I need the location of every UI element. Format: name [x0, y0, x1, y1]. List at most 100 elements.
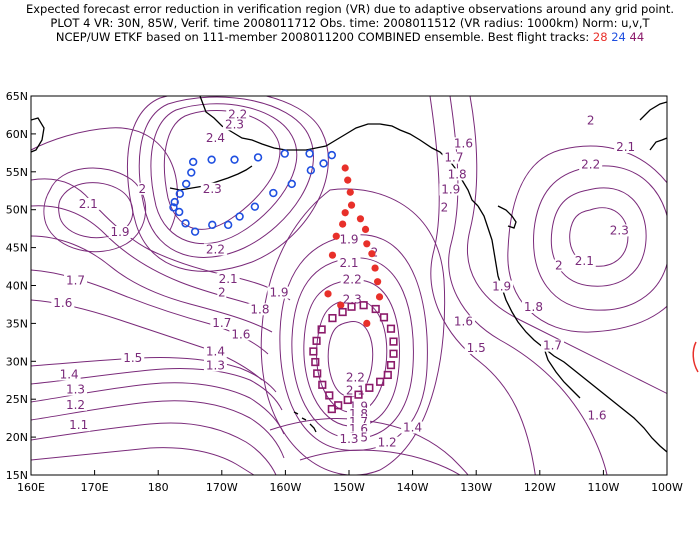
red-track-dot: [374, 278, 382, 286]
contour-label-bg: [57, 368, 81, 381]
contour-label: 1.2: [66, 398, 85, 412]
contour-label-bg: [579, 158, 603, 171]
contour-label: 1.1: [69, 418, 88, 432]
contour-label: 1.4: [403, 421, 422, 435]
contour-line: [550, 187, 647, 287]
purple-track-square: [313, 369, 322, 378]
purple-track-square: [389, 337, 398, 346]
contour-label-bg: [521, 300, 545, 313]
contour-label: 2.2: [343, 273, 362, 287]
contour-label: 1.7: [212, 316, 231, 330]
y-tick-label: 20N: [6, 431, 28, 444]
purple-track-square: [371, 304, 380, 314]
contour-label-bg: [67, 419, 91, 432]
contour-label: 1.9: [441, 183, 460, 197]
contour-labels: 2.22.32.42.121.92.32.22.12 1.91.81.71.61.…: [51, 107, 638, 450]
contour-label: 2.2: [581, 157, 600, 171]
contour-line: [31, 447, 255, 475]
red-track-dot: [361, 225, 370, 234]
contour-label-bg: [439, 201, 449, 214]
contour-label: 2.2: [228, 107, 247, 121]
red-track-dot: [328, 251, 337, 259]
contour-line: [429, 96, 536, 475]
y-tick-label: 50N: [6, 204, 28, 217]
contour-label-bg: [51, 297, 75, 310]
purple-track-square: [318, 380, 327, 389]
x-tick-label: 150W: [333, 481, 365, 494]
purple-track-square: [347, 302, 356, 311]
purple-track-square: [325, 391, 334, 400]
contour-label: 1.6: [454, 314, 473, 328]
blue-track-circle: [170, 197, 179, 207]
contour-label: 1.8: [524, 300, 543, 314]
contour-label: 1.6: [53, 296, 72, 310]
contour-line: [150, 103, 298, 245]
blue-track-circle: [327, 150, 337, 160]
x-tick-label: 120W: [524, 481, 556, 494]
contour-label: 2.1: [79, 197, 98, 211]
contour-label: 1.9: [110, 225, 129, 239]
y-tick-label: 25N: [6, 393, 28, 406]
contour-label-bg: [401, 421, 425, 434]
contour-label: 1.3: [206, 358, 225, 372]
x-tick-label: 160E: [17, 481, 45, 494]
contour-line: [31, 235, 273, 333]
x-tick-label: 170E: [81, 481, 109, 494]
contour-label-bg: [337, 257, 361, 270]
axis-ticks: [30, 95, 668, 476]
contour-label-bg: [203, 345, 227, 358]
contour-label-bg: [572, 254, 596, 267]
contour-label: 1.8: [250, 302, 269, 316]
track-count-blue: 24: [611, 30, 626, 44]
purple-track-square: [386, 360, 396, 370]
contour-line: [533, 165, 667, 311]
contour-label-bg: [223, 118, 247, 131]
contour-label-bg: [442, 151, 466, 164]
contour-label-bg: [490, 280, 514, 293]
purple-track-square: [311, 357, 320, 367]
contour-label-bg: [337, 233, 361, 246]
contour-label-bg: [64, 398, 88, 411]
coastline-canada-islands: [497, 205, 517, 229]
coastline-kamchatka: [31, 117, 45, 153]
contour-label-bg: [108, 225, 132, 238]
red-track-dot: [324, 290, 332, 298]
contour-line: [163, 110, 281, 230]
contour-label-bg: [451, 137, 475, 150]
y-axis-labels: 65N 60N 55N 50N 45N 40N 35N 30N 25N 20N 15N: [6, 90, 28, 482]
coastline-northwest-us: [477, 205, 667, 453]
red-track-dot: [337, 301, 345, 309]
x-axis-labels: 160E 170E 180 170W 160W 150W 140W 130W 120W 110W 1…: [17, 481, 683, 494]
contour-label: 2.1: [219, 272, 238, 286]
red-track-dot: [346, 188, 354, 196]
coastline-aleutians: [169, 165, 253, 191]
y-tick-label: 45N: [6, 242, 28, 255]
track-count-purple: 44: [629, 30, 645, 44]
contour-label: 2.3: [225, 117, 244, 131]
y-tick-label: 65N: [6, 90, 28, 103]
red-track-dot: [363, 240, 371, 248]
title-line-1: Expected forecast error reduction in ver…: [25, 2, 675, 16]
y-tick-label: 35N: [6, 317, 28, 330]
contour-line: [31, 400, 285, 459]
y-tick-label: 40N: [6, 280, 28, 293]
contour-line: [31, 422, 277, 475]
contour-label-bg: [248, 303, 272, 316]
purple-track-square: [328, 313, 337, 323]
contour-label-bg: [203, 131, 227, 144]
contour-label: 1.6: [587, 408, 606, 422]
contour-line: [138, 96, 314, 258]
figure-title: Expected forecast error reduction in ver…: [0, 2, 700, 44]
contour-line: [31, 205, 271, 311]
y-tick-label: 55N: [6, 166, 28, 179]
coastline-east-land: [649, 137, 667, 151]
purple-track-square: [365, 383, 374, 392]
contour-lines: [31, 96, 667, 475]
contour-label: 1.9: [339, 233, 358, 247]
x-tick-label: 170W: [206, 481, 238, 494]
x-tick-label: 140W: [397, 481, 429, 494]
blue-track-circle: [169, 203, 178, 212]
purple-track-square: [309, 347, 318, 356]
contour-label: 1.5: [123, 351, 142, 365]
contour-label-bg: [445, 168, 469, 181]
